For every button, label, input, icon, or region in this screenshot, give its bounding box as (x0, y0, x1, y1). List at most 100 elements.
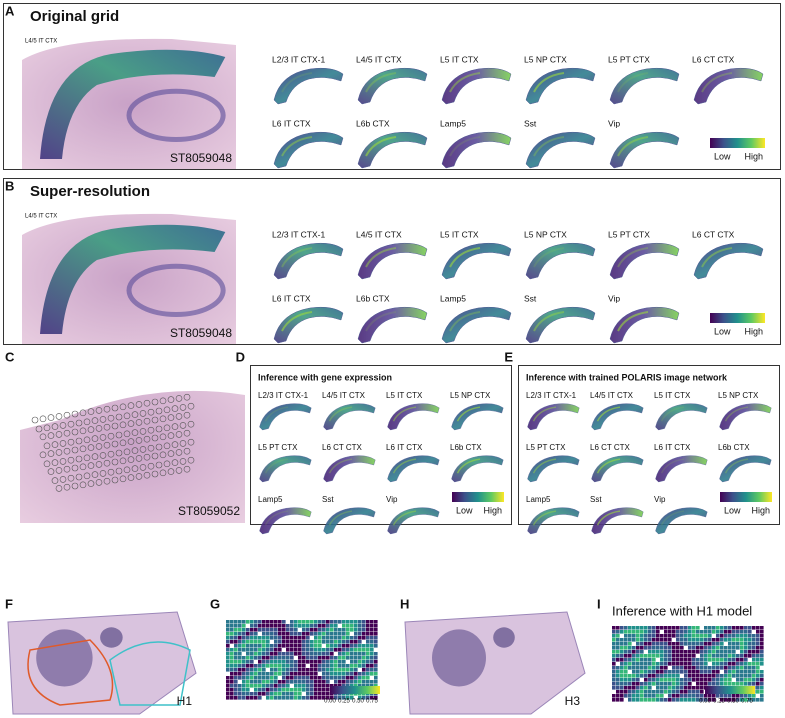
heat-cell (258, 696, 262, 700)
heat-cell (656, 630, 660, 634)
heat-cell (692, 674, 696, 678)
heat-cell (286, 624, 290, 628)
heat-cell (756, 686, 760, 690)
spot (127, 474, 135, 481)
heat-cell (752, 698, 756, 702)
colorbar-low: Low (724, 505, 741, 515)
heat-cell (310, 660, 314, 664)
hotspot (532, 510, 557, 526)
heat-cell (374, 656, 378, 660)
heat-cell (254, 680, 258, 684)
heat-cell (612, 674, 616, 678)
heat-cell (358, 640, 362, 644)
heat-cell (660, 638, 664, 642)
heat-cell (648, 666, 652, 670)
spot (95, 443, 103, 450)
heat-cell (342, 676, 346, 680)
heat-cell (656, 646, 660, 650)
heat-cell (294, 692, 298, 696)
heat-cell (704, 630, 708, 634)
tissue-band (357, 67, 428, 105)
panel-title: Super-resolution (30, 183, 150, 200)
heat-cell (370, 652, 374, 656)
heat-cell (732, 626, 736, 630)
heat-cell (664, 634, 668, 638)
heat-cell (318, 664, 322, 668)
heat-cell (652, 698, 656, 702)
heat-cell (278, 696, 282, 700)
cell-type-map (357, 67, 428, 105)
heat-cell (648, 650, 652, 654)
heat-cell (748, 666, 752, 670)
heat-cell (660, 666, 664, 670)
heat-cell (306, 656, 310, 660)
heat-cell (616, 634, 620, 638)
heat-cell (664, 662, 668, 666)
heat-cell (652, 650, 656, 654)
heat-cell (760, 682, 764, 686)
spot (151, 452, 159, 460)
spot (67, 474, 75, 482)
heat-cell (282, 640, 286, 644)
heat-cell (290, 672, 294, 676)
heat-cell (752, 654, 756, 658)
heat-cell (278, 680, 282, 684)
spot (83, 472, 91, 480)
heat-cell (282, 628, 286, 632)
heat-cell (664, 626, 668, 630)
heat-cell (740, 642, 744, 646)
spot (87, 444, 95, 451)
spot (103, 477, 111, 485)
panel-letter: G (210, 596, 220, 611)
spot (159, 433, 167, 441)
heat-cell (298, 644, 302, 648)
heat-cell (668, 682, 672, 686)
heat-cell (716, 666, 720, 670)
heat-cell (696, 662, 700, 666)
heat-cell (628, 634, 632, 638)
heat-cell (310, 696, 314, 700)
heat-cell (226, 636, 230, 640)
cell-type-map (441, 306, 512, 344)
tissue-band (357, 306, 428, 344)
heat-cell (644, 686, 648, 690)
spot (139, 428, 147, 435)
spot (43, 460, 51, 468)
cell-type-label: Sst (322, 495, 334, 504)
heat-cell (230, 632, 234, 636)
heat-cell (310, 648, 314, 652)
heat-cell (314, 680, 318, 684)
heat-cell (672, 698, 676, 702)
heat-cell (708, 630, 712, 634)
heat-cell (704, 674, 708, 678)
heat-cell (354, 672, 358, 676)
heat-cell (664, 650, 668, 654)
heat-cell (676, 686, 680, 690)
colorbar-tick: 0.75 (366, 699, 378, 705)
heat-cell (322, 640, 326, 644)
heat-cell (274, 696, 278, 700)
heat-cell (752, 650, 756, 654)
cell-type-label: Vip (608, 118, 620, 128)
heat-cell (700, 654, 704, 658)
heat-cell (358, 696, 362, 700)
hotspot (596, 458, 621, 474)
heat-cell (676, 666, 680, 670)
heat-cell (318, 680, 322, 684)
heat-cell (342, 696, 346, 700)
heat-cell (712, 682, 716, 686)
hotspot (449, 72, 481, 93)
heat-cell (314, 620, 318, 624)
heat-cell (346, 668, 350, 672)
spot (151, 470, 159, 478)
heat-cell (756, 638, 760, 642)
heat-cell (354, 668, 358, 672)
heat-cell (664, 690, 668, 694)
heat-cell (612, 670, 616, 674)
heat-cell (346, 652, 350, 656)
heat-cell (668, 658, 672, 662)
heat-cell (716, 630, 720, 634)
heat-cell (684, 626, 688, 630)
heat-cell (744, 638, 748, 642)
heat-cell (226, 664, 230, 668)
